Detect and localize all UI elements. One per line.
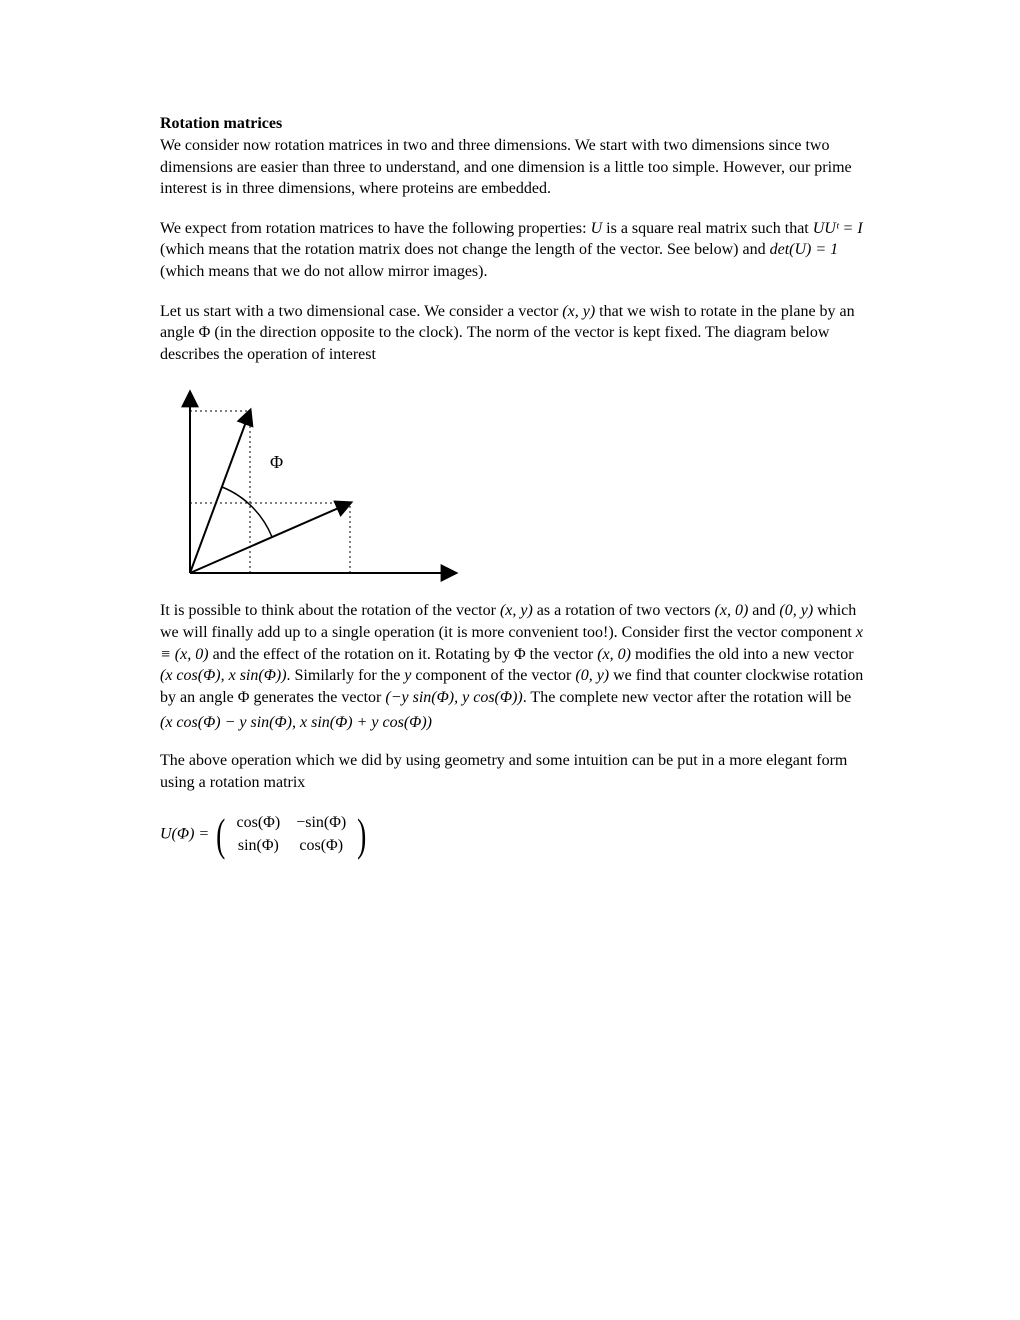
text: (which means that the rotation matrix do…: [160, 241, 770, 258]
rotation-matrix-eq: U(Φ) = ( cos(Φ) −sin(Φ) sin(Φ) cos(Φ) ): [160, 812, 865, 858]
phi-label: Φ: [270, 452, 283, 472]
vector-0y: (0, y): [779, 602, 813, 619]
symbol-phi: Φ: [238, 689, 250, 706]
text: and the effect of the rotation on it. Ro…: [209, 646, 514, 663]
eq-full-rotation: (x cos(Φ) − y sin(Φ), x sin(Φ) + y cos(Φ…: [160, 714, 865, 732]
symbol-phi: Φ: [514, 646, 526, 663]
paragraph-properties: We expect from rotation matrices to have…: [160, 218, 865, 283]
text: We expect from rotation matrices to have…: [160, 220, 591, 237]
page: Rotation matrices We consider now rotati…: [0, 0, 1020, 1320]
paragraph-intro: We consider now rotation matrices in two…: [160, 135, 865, 200]
text: is a square real matrix such that: [602, 220, 813, 237]
text: the vector: [526, 646, 598, 663]
vector-x0: (x, 0): [715, 602, 749, 619]
text: modifies the old into a new vector: [631, 646, 854, 663]
matrix-table: cos(Φ) −sin(Φ) sin(Φ) cos(Φ): [229, 812, 355, 858]
paragraph-decompose: It is possible to think about the rotati…: [160, 600, 865, 708]
paren-left: (: [216, 812, 225, 858]
m12: −sin(Φ): [288, 812, 354, 835]
vector-xcos-xsin: (x cos(Φ), x sin(Φ)): [160, 667, 287, 684]
eq-full-text: (x cos(Φ) − y sin(Φ), x sin(Φ) + y cos(Φ…: [160, 714, 432, 731]
vector-x0: (x, 0): [597, 646, 631, 663]
vector-xy: (x, y): [562, 303, 595, 320]
eq-determinant: det(U) = 1: [770, 241, 839, 258]
text: It is possible to think about the rotati…: [160, 602, 500, 619]
rotation-matrix: ( cos(Φ) −sin(Φ) sin(Φ) cos(Φ) ): [213, 812, 369, 858]
text: and: [748, 602, 779, 619]
text: component of the vector: [411, 667, 575, 684]
paragraph-2d-setup: Let us start with a two dimensional case…: [160, 301, 865, 366]
text: (which means that we do not allow mirror…: [160, 263, 487, 280]
matrix-lhs: U(Φ) =: [160, 825, 213, 842]
vector-xy: (x, y): [500, 602, 533, 619]
rotation-diagram: Φ: [160, 383, 865, 588]
vector-nysin-ycos: (−y sin(Φ), y cos(Φ)): [385, 689, 522, 706]
symbol-phi: Φ: [199, 324, 211, 341]
diagram-svg: Φ: [160, 383, 480, 583]
paragraph-matrix-intro: The above operation which we did by usin…: [160, 750, 865, 793]
text: generates the vector: [249, 689, 385, 706]
vector-0y: (0, y): [575, 667, 609, 684]
symbol-U: U: [591, 220, 603, 237]
text: . Similarly for the: [287, 667, 405, 684]
m21: sin(Φ): [229, 835, 289, 858]
paren-right: ): [357, 812, 366, 858]
text: (in the direction opposite to the clock)…: [160, 324, 829, 363]
m11: cos(Φ): [229, 812, 289, 835]
eq-orthogonal: UUᵗ = I: [813, 220, 863, 237]
text: Let us start with a two dimensional case…: [160, 303, 562, 320]
text: as a rotation of two vectors: [533, 602, 715, 619]
section-title: Rotation matrices: [160, 115, 865, 133]
m22: cos(Φ): [288, 835, 354, 858]
text: . The complete new vector after the rota…: [523, 689, 851, 706]
